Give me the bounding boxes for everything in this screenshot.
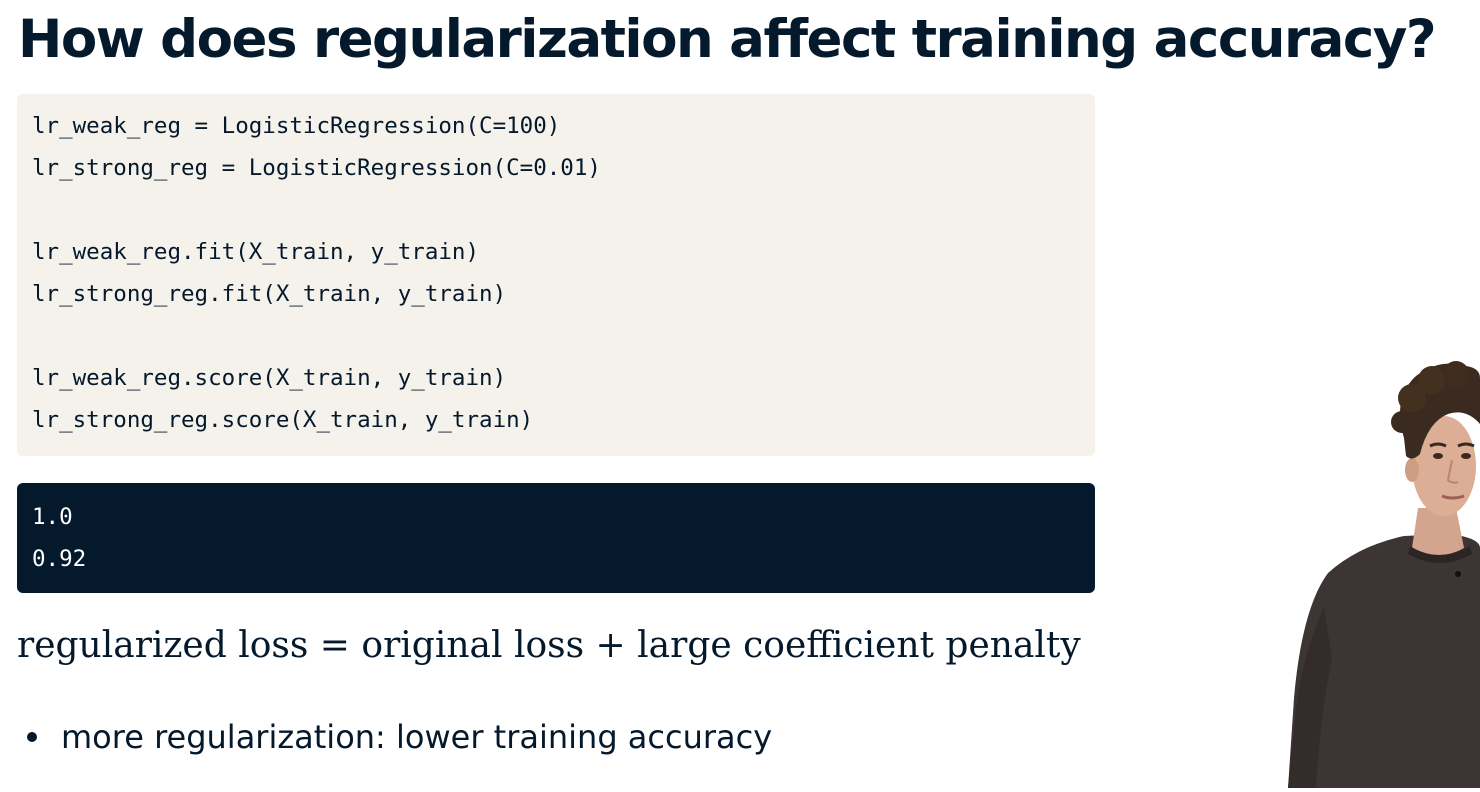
output-line: 1.0: [32, 504, 73, 530]
code-line: lr_weak_reg.fit(X_train, y_train): [32, 239, 480, 265]
regularized-loss-formula: regularized loss = original loss + large…: [17, 625, 1081, 666]
code-line: lr_strong_reg.fit(X_train, y_train): [32, 281, 507, 307]
presenter-icon: [1288, 361, 1480, 788]
code-line: lr_strong_reg.score(X_train, y_train): [32, 407, 534, 433]
code-block: lr_weak_reg = LogisticRegression(C=100) …: [17, 94, 1095, 456]
output-block: 1.0 0.92: [17, 483, 1095, 593]
code-line: lr_weak_reg.score(X_train, y_train): [32, 365, 507, 391]
bullet-list: more regularization: lower training accu…: [24, 712, 772, 762]
bullet-item: more regularization: lower training accu…: [24, 712, 772, 762]
output-line: 0.92: [32, 546, 87, 572]
code-line: lr_strong_reg = LogisticRegression(C=0.0…: [32, 155, 601, 181]
presenter-video: [1280, 358, 1480, 788]
bullet-dot-icon: [27, 732, 37, 742]
code-line: lr_weak_reg = LogisticRegression(C=100): [32, 113, 561, 139]
slide-title: How does regularization affect training …: [18, 9, 1437, 70]
bullet-text: more regularization: lower training accu…: [61, 718, 773, 756]
